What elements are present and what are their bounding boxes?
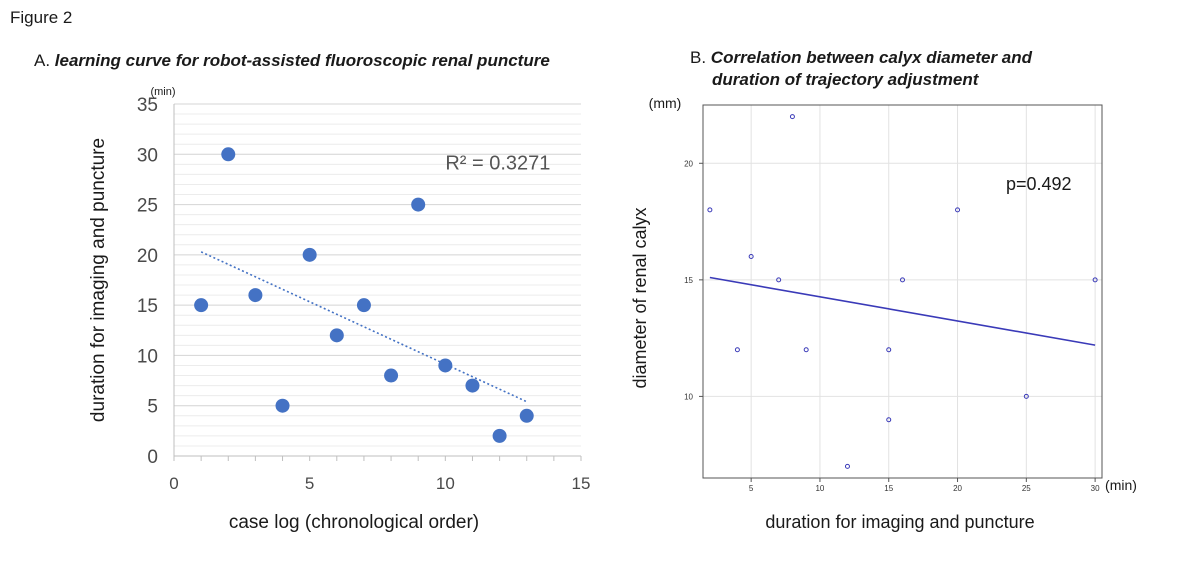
x-unit-label: (min)	[1105, 477, 1137, 493]
data-point	[707, 207, 713, 213]
data-point	[900, 277, 905, 283]
x-tick-label: 15	[884, 484, 893, 493]
data-point	[519, 408, 534, 423]
data-point	[789, 114, 795, 120]
y-tick-label: 10	[684, 392, 693, 401]
y-unit-label: (min)	[150, 86, 175, 98]
y-unit-label: (mm)	[649, 95, 682, 111]
x-tick-label: 25	[1022, 484, 1031, 493]
data-point	[275, 398, 290, 413]
data-point	[1092, 277, 1098, 283]
panel-b-title-line-1: Correlation between calyx diameter and	[710, 48, 1033, 67]
x-axis-label: case log (chronological order)	[229, 512, 479, 533]
y-tick-label: 0	[147, 447, 158, 468]
data-point	[194, 298, 209, 313]
panel-b-letter: B.	[690, 48, 707, 67]
data-point	[356, 298, 371, 313]
y-tick-label: 15	[137, 296, 158, 317]
y-tick-label: 20	[684, 159, 693, 168]
x-tick-label: 0	[169, 474, 178, 493]
data-point	[748, 254, 754, 260]
data-point	[411, 197, 426, 212]
plot-frame	[702, 104, 1103, 479]
x-tick-label: 30	[1091, 484, 1100, 493]
panel-a-letter: A.	[34, 51, 51, 70]
data-point	[734, 347, 740, 353]
y-tick-label: 15	[684, 276, 693, 285]
y-axis-label: duration for imaging and puncture	[88, 138, 109, 422]
data-point	[803, 347, 809, 353]
data-point	[221, 147, 236, 162]
data-point	[329, 328, 344, 343]
y-tick-label: 10	[137, 346, 158, 367]
trendline	[200, 251, 528, 403]
x-tick-label: 10	[436, 474, 455, 493]
data-point	[248, 288, 263, 303]
y-axis-label: diameter of renal calyx	[630, 207, 650, 388]
data-point	[776, 277, 782, 283]
x-tick-label: 20	[953, 484, 962, 493]
panel-a-title: A. learning curve for robot-assisted flu…	[34, 50, 550, 72]
p-value-annotation: p=0.492	[1006, 174, 1072, 194]
y-tick-label: 30	[137, 145, 158, 166]
data-point	[844, 463, 850, 469]
figure-label: Figure 2	[10, 8, 73, 27]
y-tick-label: 25	[137, 196, 158, 217]
x-tick-label: 5	[305, 474, 314, 493]
panel-a-title-text: learning curve for robot-assisted fluoro…	[54, 51, 550, 70]
y-tick-label: 20	[137, 246, 158, 267]
y-tick-label: 35	[137, 95, 158, 116]
data-point	[955, 207, 961, 213]
data-point	[1023, 393, 1029, 399]
r-squared-annotation: R² = 0.3271	[445, 152, 550, 174]
panel-b-title: B. Correlation between calyx diameter an…	[690, 47, 1032, 91]
x-tick-label: 5	[749, 484, 754, 493]
data-point	[492, 428, 507, 443]
panel-b-title-line-2: duration of trajectory adjustment	[712, 70, 979, 89]
data-point	[384, 368, 399, 383]
x-tick-label: 10	[815, 484, 824, 493]
x-tick-label: 15	[572, 474, 591, 493]
y-tick-label: 5	[147, 397, 158, 418]
data-point	[886, 417, 892, 423]
data-point	[886, 347, 892, 353]
data-point	[465, 378, 480, 393]
data-point	[302, 247, 317, 262]
data-point	[438, 358, 453, 373]
trendline	[709, 276, 1096, 346]
x-axis-label: duration for imaging and puncture	[765, 512, 1034, 532]
